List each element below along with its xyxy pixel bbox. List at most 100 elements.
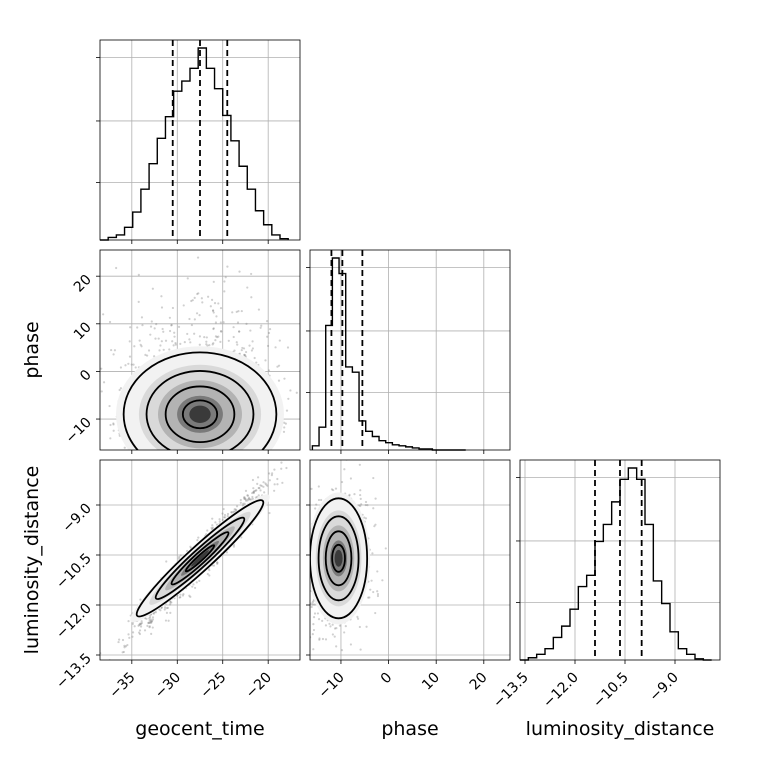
sample-point <box>233 451 235 453</box>
sample-point <box>243 353 246 356</box>
sample-point <box>191 481 193 483</box>
sample-point <box>374 523 377 526</box>
sample-point <box>181 469 183 471</box>
sample-point <box>232 510 235 513</box>
sample-point <box>195 469 197 471</box>
sample-point <box>359 497 362 500</box>
sample-point <box>149 615 152 619</box>
sample-point <box>182 304 185 307</box>
sample-point <box>277 364 281 367</box>
sample-point <box>285 466 288 470</box>
sample-point <box>213 302 217 305</box>
contour-0 <box>122 351 278 450</box>
sample-point <box>119 387 123 390</box>
sample-point <box>246 494 249 497</box>
panel-frame <box>309 249 511 451</box>
sample-point <box>150 620 153 623</box>
sample-point <box>230 511 233 514</box>
histogram-panel-phase <box>306 249 511 454</box>
sample-point <box>212 309 215 312</box>
sample-point <box>210 526 213 529</box>
sample-point <box>203 336 206 339</box>
sample-point <box>295 391 298 394</box>
sample-point <box>302 546 304 548</box>
sample-point <box>231 311 234 314</box>
sample-point <box>366 504 369 507</box>
sample-point <box>295 568 297 570</box>
sample-point <box>252 491 255 495</box>
sample-point <box>170 323 173 327</box>
sample-point <box>207 295 210 298</box>
sample-point <box>211 526 215 529</box>
sample-point <box>107 660 109 662</box>
sample-point <box>138 629 142 632</box>
sample-point <box>344 625 347 628</box>
sample-point <box>215 456 217 458</box>
sample-point <box>110 348 113 352</box>
sample-point <box>251 347 255 350</box>
sample-point <box>140 620 143 623</box>
contour-3 <box>331 543 346 573</box>
x-tick-label-luminosity_distance-3: −9.0 <box>646 670 681 705</box>
sample-point <box>358 625 361 629</box>
sample-point <box>252 490 255 494</box>
sample-point <box>121 638 125 642</box>
sample-point <box>329 625 332 628</box>
sample-point <box>173 335 176 338</box>
density-level-4 <box>189 405 211 423</box>
sample-point <box>143 629 147 632</box>
sample-point <box>312 615 316 619</box>
sample-point <box>223 290 226 293</box>
sample-point <box>197 292 200 295</box>
panel-frame <box>309 459 511 661</box>
sample-point <box>364 500 368 504</box>
sample-point <box>212 564 216 567</box>
contour-2 <box>170 531 230 586</box>
sample-point <box>181 594 185 597</box>
sample-point <box>298 623 300 625</box>
sample-point <box>184 481 186 483</box>
sample-point <box>215 489 217 491</box>
sample-point <box>97 376 99 378</box>
sample-point <box>123 452 125 454</box>
sample-point <box>198 314 201 317</box>
sample-point <box>302 534 304 536</box>
y-tick-label-luminosity_distance-1: −12.0 <box>53 601 95 643</box>
sample-point <box>184 500 186 502</box>
x-axis-label-geocent-time: geocent_time <box>135 718 264 740</box>
sample-point <box>268 479 271 482</box>
sample-point <box>214 521 217 524</box>
sample-point <box>236 343 239 346</box>
sample-point <box>150 619 154 623</box>
sample-point <box>139 622 142 625</box>
sample-point <box>232 545 236 548</box>
sample-point <box>280 467 283 470</box>
sample-point <box>250 498 253 501</box>
sample-point <box>161 462 163 464</box>
sample-point <box>370 579 373 582</box>
sample-point <box>305 614 307 616</box>
sample-point <box>131 635 134 638</box>
sample-point <box>201 473 203 475</box>
contour-3 <box>181 399 219 430</box>
sample-point <box>250 272 253 276</box>
sample-point <box>256 482 259 485</box>
sample-point <box>312 600 315 603</box>
sample-point <box>149 333 152 336</box>
sample-point <box>149 325 153 328</box>
sample-point <box>245 477 247 479</box>
sample-point <box>291 607 293 609</box>
sample-point <box>306 612 308 614</box>
sample-point <box>169 603 172 606</box>
sample-point <box>118 388 121 392</box>
sample-point <box>238 330 241 333</box>
sample-point <box>310 487 313 490</box>
sample-point <box>237 450 239 452</box>
sample-point <box>183 463 185 465</box>
sample-point <box>190 453 192 455</box>
sample-point <box>262 485 265 488</box>
sample-point <box>193 469 195 471</box>
sample-point <box>133 625 136 628</box>
sample-point <box>305 348 307 350</box>
